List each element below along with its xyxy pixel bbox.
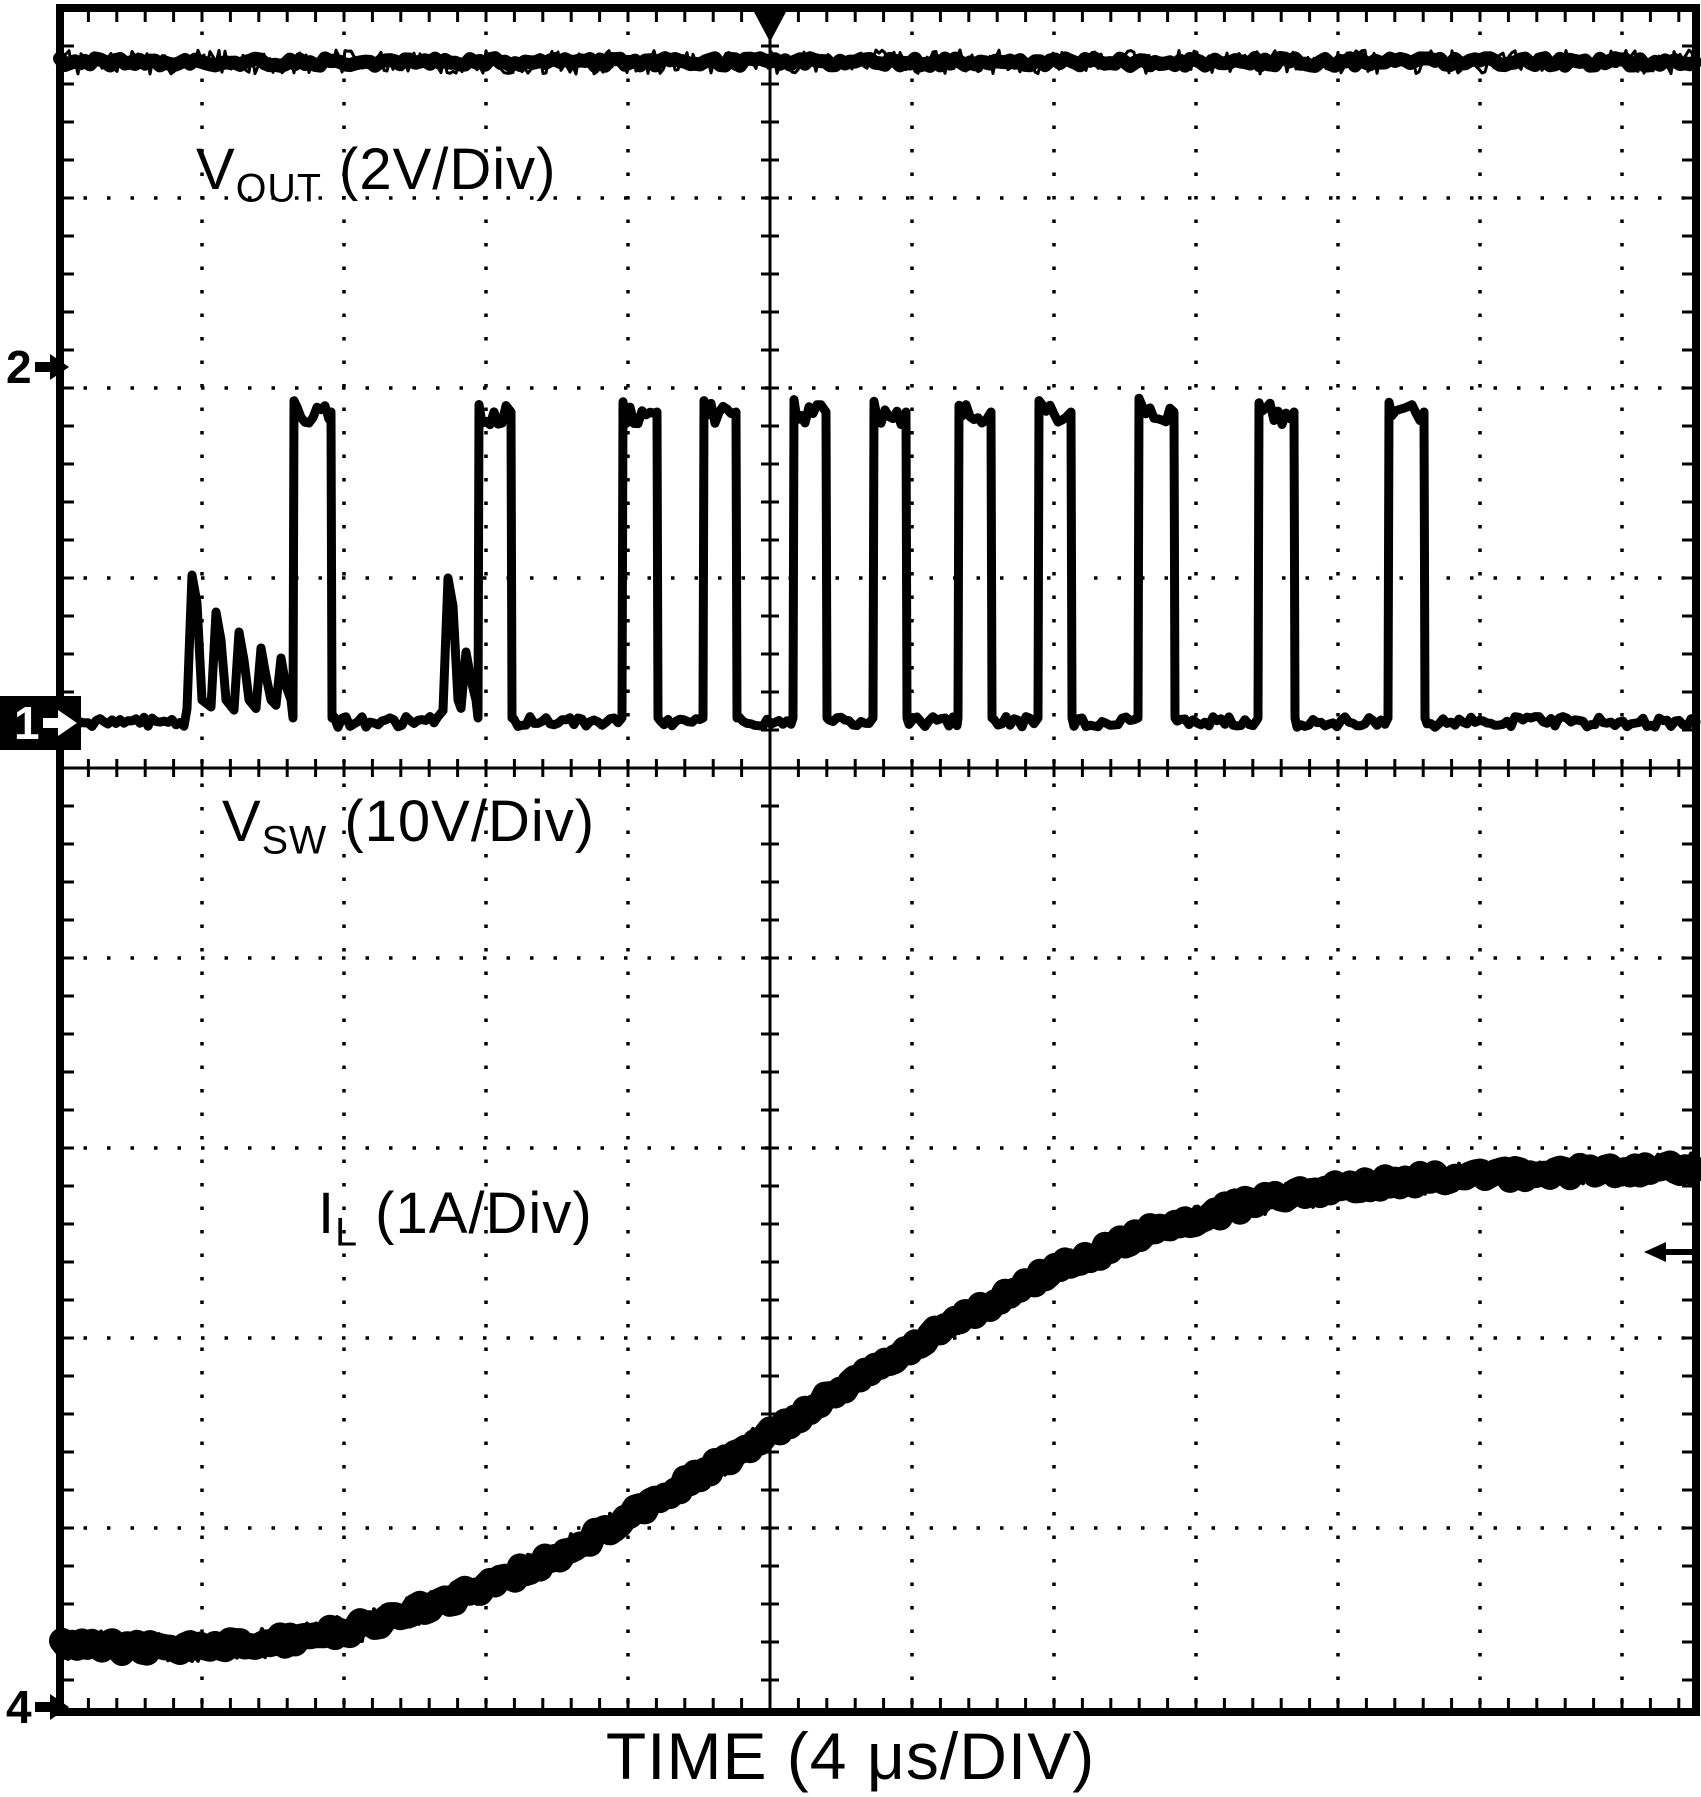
right-arrow-icon xyxy=(42,710,77,736)
il-label-rest: (1A/Div) xyxy=(358,1181,593,1246)
vsw-label-base: V xyxy=(222,789,262,854)
channel-4-number: 4 xyxy=(6,1681,32,1733)
vout-label-rest: (2V/Div) xyxy=(321,137,557,202)
vout-label-sub: OUT xyxy=(235,166,322,211)
right-arrow-icon xyxy=(34,1694,69,1720)
vout-trace-label: VOUT (2V/Div) xyxy=(196,136,556,212)
channel-1-marker: 1 xyxy=(0,696,81,750)
vsw-label-rest: (10V/Div) xyxy=(327,789,596,854)
right-arrow-icon xyxy=(34,354,69,380)
vsw-trace-label: VSW (10V/Div) xyxy=(222,788,595,864)
channel-2-number: 2 xyxy=(6,341,32,393)
vout-label-base: V xyxy=(196,137,236,202)
il-trace-label: IL (1A/Div) xyxy=(318,1180,593,1256)
il-label-sub: L xyxy=(335,1210,359,1255)
time-axis-label: TIME (4 μs/DIV) xyxy=(605,1719,1096,1793)
channel-4-marker: 4 xyxy=(6,1684,69,1730)
channel-2-marker: 2 xyxy=(6,344,69,390)
channel-1-number: 1 xyxy=(14,697,40,749)
vsw-label-sub: SW xyxy=(261,818,328,863)
il-label-base: I xyxy=(318,1181,336,1246)
